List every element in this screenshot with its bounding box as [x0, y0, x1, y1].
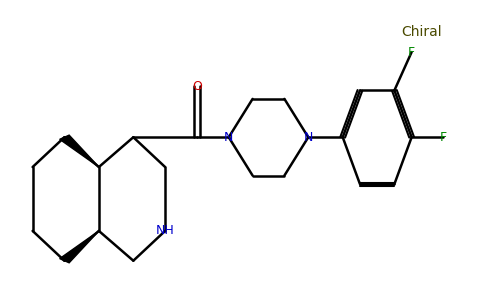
Text: NH: NH [156, 224, 175, 237]
Polygon shape [60, 231, 99, 263]
Text: N: N [303, 131, 313, 144]
Text: O: O [192, 80, 202, 93]
Text: N: N [224, 131, 233, 144]
Text: F: F [408, 46, 415, 59]
Text: Chiral: Chiral [402, 25, 442, 39]
Text: F: F [440, 131, 447, 144]
Polygon shape [60, 135, 99, 167]
